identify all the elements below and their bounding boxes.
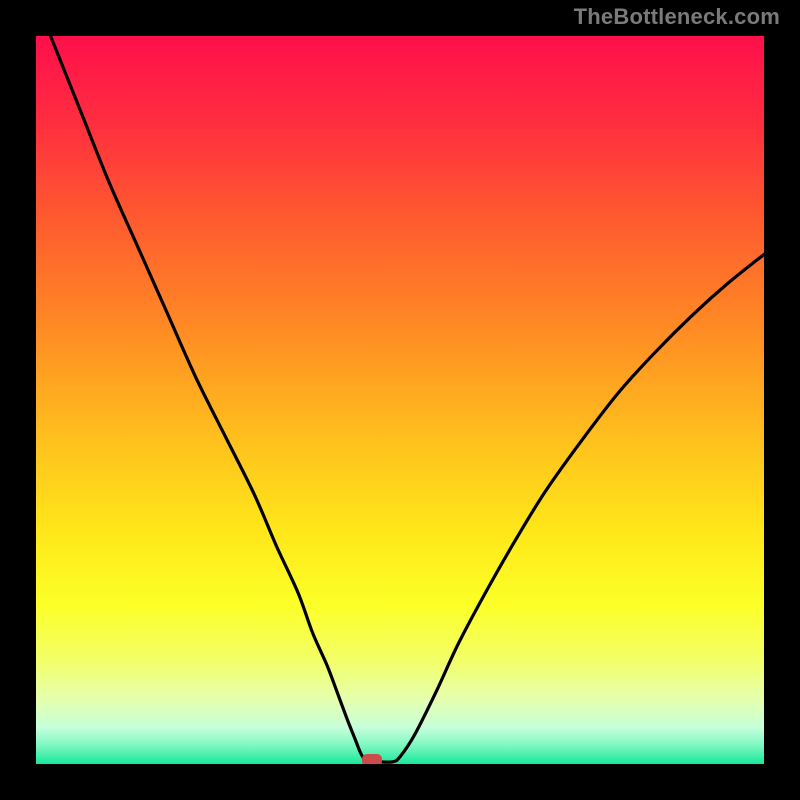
plot-frame: [30, 30, 770, 770]
minimum-marker: [362, 754, 382, 766]
watermark-text: TheBottleneck.com: [574, 4, 780, 30]
curve-line: [36, 36, 764, 764]
